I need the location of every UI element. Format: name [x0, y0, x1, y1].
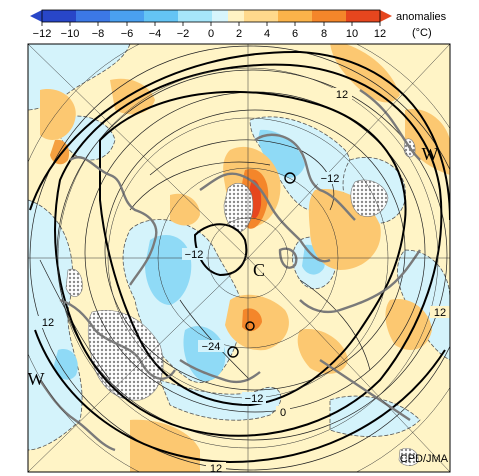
contour-label: 12: [336, 89, 348, 101]
color-bar-legend: −12 −10 −8 −6 −4 −2 0 2 4 6 8 10 12 anom…: [30, 9, 447, 40]
warm-ridge-label: W: [422, 144, 439, 164]
coastlines: [39, 89, 421, 452]
legend-tick-label: −8: [92, 28, 105, 40]
legend-tick-label: −2: [177, 28, 190, 40]
cold-center-label: C: [253, 260, 265, 280]
legend-tick-label: 12: [374, 28, 386, 40]
legend-tick-label: −12: [33, 28, 52, 40]
legend-tick-label: 6: [292, 28, 298, 40]
low-center-markers: [227, 172, 296, 358]
color-bar-right-arrow: [380, 10, 392, 22]
map-border: [27, 43, 451, 473]
legend-tick-label: −10: [61, 28, 80, 40]
map-panel: 12 −12 −12 12 12 −24 −12 0 12 W W C CPD/…: [28, 44, 450, 475]
legend-tick-label: −4: [149, 28, 162, 40]
legend-tick-label: 8: [321, 28, 327, 40]
contour-label: 0: [280, 407, 286, 419]
credit-label: CPD/JMA: [400, 453, 449, 465]
warm-ridge-label: W: [28, 369, 45, 389]
legend-unit: (°C): [412, 27, 432, 39]
legend-tick-label: 4: [264, 28, 270, 40]
contour-label: 12: [210, 463, 222, 475]
legend-title: anomalies: [396, 11, 447, 23]
contour-label: 12: [434, 307, 446, 319]
contour-label: 12: [42, 317, 54, 329]
system-labels: W W C: [28, 144, 439, 389]
legend-tick-label: 10: [346, 28, 358, 40]
contour-label: −12: [321, 173, 340, 185]
color-bar-left-arrow: [30, 10, 42, 22]
contour-label: −12: [185, 249, 204, 261]
legend-tick-label: −6: [121, 28, 134, 40]
legend-tick-label: 2: [236, 28, 242, 40]
contour-labels: 12 −12 −12 12 12 −24 −12 0 12: [38, 88, 450, 475]
legend-tick-label: 0: [208, 28, 214, 40]
contour-label: −12: [245, 393, 264, 405]
contour-label: −24: [202, 341, 221, 353]
